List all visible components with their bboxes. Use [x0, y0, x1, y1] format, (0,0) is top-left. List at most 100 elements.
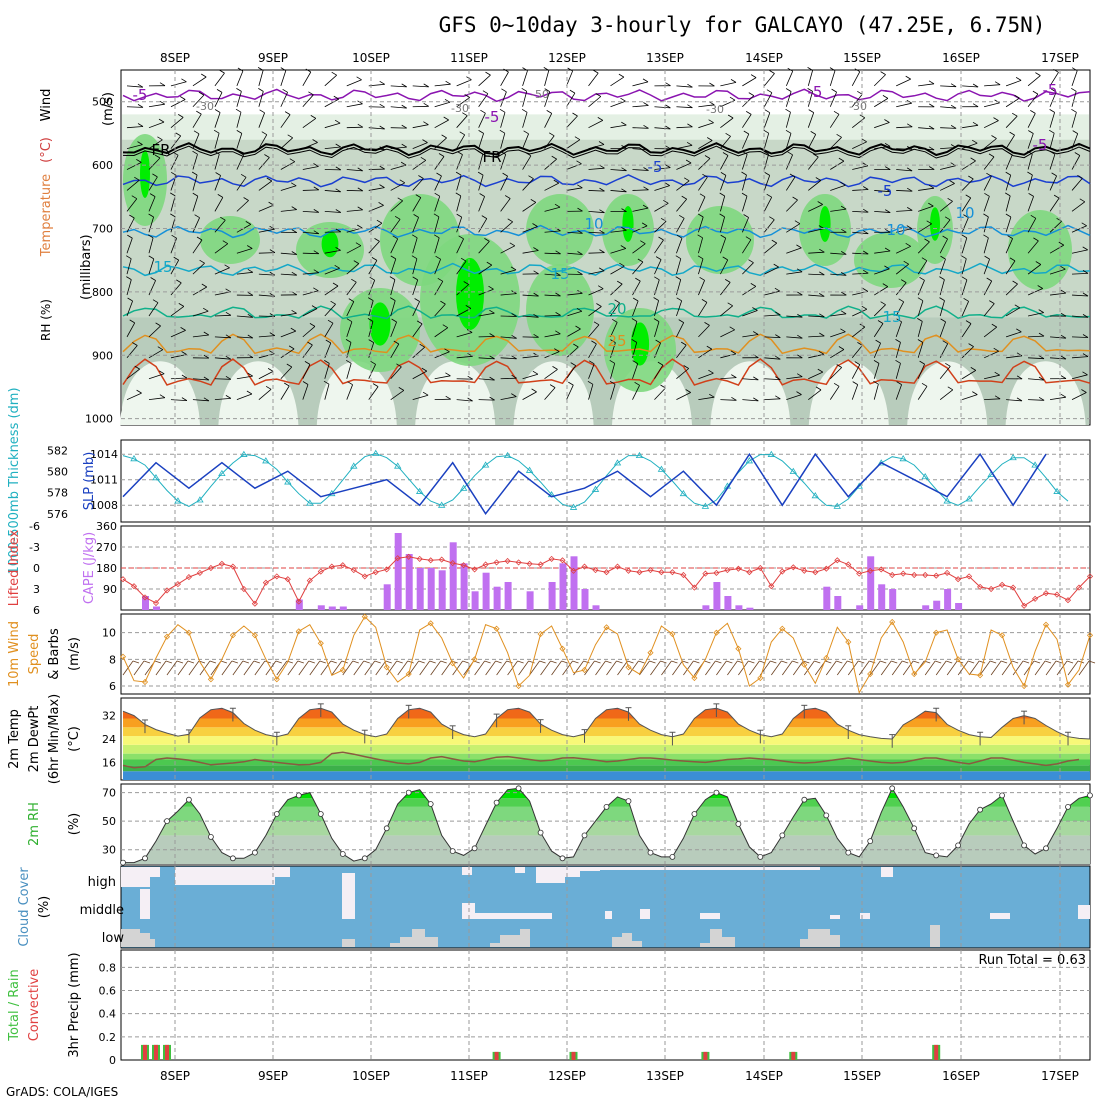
- wind-barb-flag: [214, 109, 221, 113]
- wind-barb-flag: [372, 383, 379, 387]
- rh-dry-bubble: [907, 361, 988, 425]
- wind-speed-marker: [889, 618, 896, 626]
- wind-barb: [852, 272, 869, 275]
- wind-barb-flag: [438, 153, 445, 157]
- wind-barb-flag: [675, 276, 681, 280]
- wind-barb-flag: [763, 150, 769, 155]
- wind-barb-flag: [1051, 172, 1057, 177]
- wind-barb: [852, 189, 869, 191]
- wind-barb: [522, 373, 539, 380]
- wind10m-barb-flag: [132, 660, 140, 664]
- wind-barb: [786, 336, 803, 339]
- wind-barb: [764, 357, 781, 360]
- cloud-low-block: [121, 929, 140, 947]
- wind-barb-flag: [575, 325, 581, 330]
- wind-barb-flag: [511, 355, 517, 360]
- wind-barb: [983, 258, 990, 275]
- upper-ylabel-temp-unit: (°C): [39, 137, 54, 163]
- wind-barb-flag: [203, 331, 210, 336]
- wind-barb-flag: [898, 298, 904, 303]
- wind10m-barb: [771, 660, 782, 676]
- wind10m-barb-flag: [539, 660, 546, 664]
- wind-barb: [478, 93, 489, 107]
- thickness-frame: [120, 439, 1091, 523]
- wind10m-barb-flag: [726, 660, 733, 664]
- wind-barb: [434, 137, 447, 149]
- wind10m-barb-flag: [187, 660, 195, 664]
- wind-barb-flag: [880, 71, 886, 75]
- li-marker: [735, 565, 742, 572]
- wind-barb: [808, 371, 823, 380]
- wind-barb-flag: [752, 307, 758, 311]
- wind-barb: [544, 369, 558, 380]
- tick-label: 30: [102, 844, 116, 857]
- wind-barb: [588, 270, 605, 275]
- wind-barb-flag: [643, 186, 649, 191]
- wind-barb-flag: [331, 71, 337, 76]
- wind-barb-flag: [313, 269, 320, 274]
- cloud-low-block: [612, 937, 622, 947]
- li-marker: [163, 587, 171, 594]
- wind-barb-flag: [1038, 376, 1045, 381]
- wind-barb: [192, 133, 200, 149]
- cape-bar: [438, 570, 446, 610]
- wind-barb-flag: [766, 193, 772, 198]
- wind-barb-flag: [972, 391, 978, 395]
- wind-barb-flag: [323, 380, 330, 385]
- wind-barb-flag: [994, 371, 1000, 376]
- wind-barb: [698, 158, 711, 170]
- wind-barb-flag: [884, 228, 891, 233]
- wind-barb-flag: [972, 103, 979, 108]
- wind-barb-flag: [171, 234, 177, 239]
- wind-barb: [940, 106, 957, 109]
- wind-barb: [126, 392, 142, 401]
- wind-barb-flag: [1015, 77, 1022, 81]
- wind-barb-flag: [198, 91, 205, 96]
- wind-barb-flag: [568, 381, 574, 386]
- wind-barb: [632, 81, 649, 87]
- wind-barb-flag: [503, 68, 509, 73]
- wind-barb-flag: [643, 146, 649, 151]
- wind-barb-flag: [840, 181, 846, 186]
- wind-barb: [324, 267, 340, 275]
- wind-barb: [214, 92, 223, 107]
- wind-barb: [500, 221, 513, 233]
- wind-barb-flag: [683, 177, 690, 182]
- wind-barb-flag: [949, 180, 955, 184]
- wind-barb-flag: [961, 255, 967, 260]
- li-marker: [1075, 584, 1083, 591]
- wind-barb: [808, 180, 822, 191]
- wind-barb-flag: [500, 151, 506, 155]
- temp-ylabel-2: 2m DewPt: [27, 706, 42, 773]
- tick-label: 600: [92, 159, 113, 172]
- wind-barb: [763, 197, 773, 212]
- wind-barb: [610, 363, 616, 379]
- wind-barb: [917, 260, 928, 275]
- wind-barb-flag: [940, 255, 946, 260]
- rh-marker: [427, 801, 434, 807]
- cape-bar: [394, 533, 402, 610]
- wind-barb-flag: [379, 146, 385, 151]
- wind-barb-flag: [421, 367, 428, 372]
- wind-barb: [851, 71, 861, 87]
- temp-ylabel-unit: (°C): [67, 726, 82, 752]
- wind-barb-flag: [567, 67, 573, 72]
- li-marker: [416, 555, 423, 562]
- wind-barb-flag: [477, 171, 484, 176]
- wind-barb: [236, 133, 243, 149]
- wind-barb-flag: [414, 298, 420, 302]
- wind-barb: [170, 238, 177, 254]
- wind-barb-flag: [555, 272, 561, 276]
- wind-barb: [214, 112, 221, 128]
- wind-barb: [896, 228, 912, 233]
- wind-barb-flag: [1005, 171, 1011, 176]
- wind-barb: [720, 155, 729, 170]
- thickness-marker: [745, 457, 754, 464]
- wind-barb-flag: [219, 69, 225, 74]
- wind-barb-flag: [794, 220, 801, 225]
- wind-barb-flag: [157, 346, 164, 351]
- li-marker: [1086, 573, 1094, 580]
- wind-barb: [148, 157, 161, 170]
